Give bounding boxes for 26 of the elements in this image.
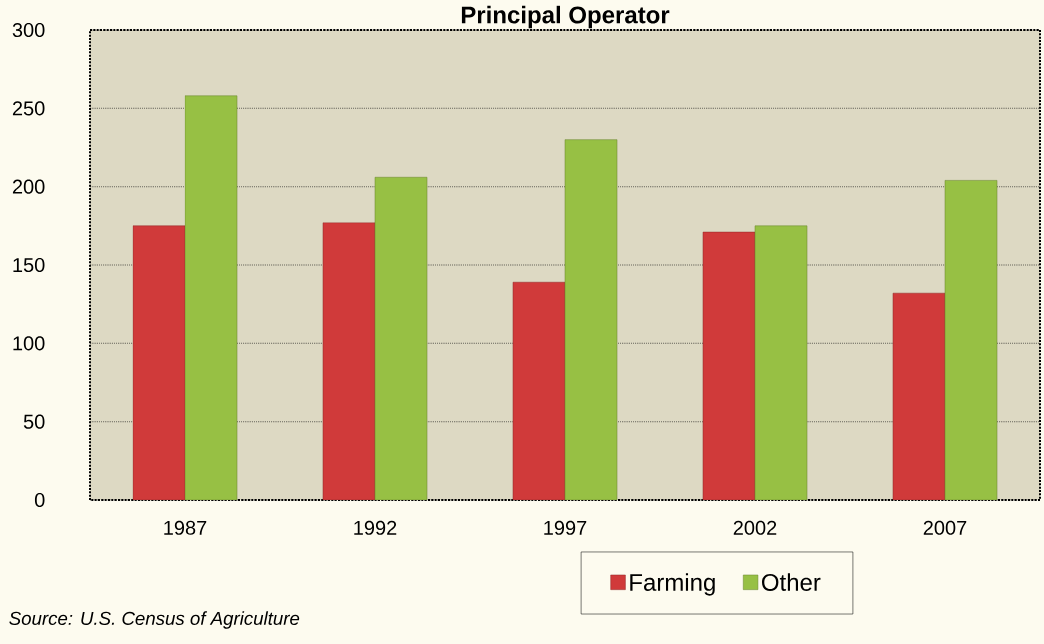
y-tick-label: 300 bbox=[12, 22, 45, 38]
y-tick-label: 0 bbox=[34, 492, 45, 508]
legend-label: Other bbox=[762, 573, 821, 591]
bar bbox=[374, 177, 428, 500]
x-tick-label: 2007 bbox=[923, 520, 967, 535]
bar bbox=[184, 95, 238, 500]
bar bbox=[322, 222, 376, 500]
bar bbox=[564, 139, 618, 500]
y-tick-label: 150 bbox=[13, 257, 45, 273]
bar bbox=[944, 180, 998, 500]
y-tick-label: 50 bbox=[23, 414, 45, 429]
y-tick-label: 200 bbox=[12, 179, 45, 194]
chart-title: Principal Operator bbox=[461, 5, 670, 29]
x-tick-label: 1987 bbox=[164, 520, 207, 535]
bar bbox=[754, 225, 808, 500]
x-tick-label: 1992 bbox=[354, 520, 397, 535]
bar bbox=[132, 225, 186, 500]
bar bbox=[892, 292, 946, 500]
x-tick-label: 1997 bbox=[544, 520, 587, 535]
text: Source: U.S. Census of Agriculture bbox=[9, 611, 300, 629]
bar bbox=[702, 231, 756, 500]
bar bbox=[512, 281, 566, 500]
legend-label: Farming bbox=[630, 573, 715, 596]
x-tick-label: 2002 bbox=[733, 520, 777, 535]
y-tick-label: 250 bbox=[12, 101, 45, 116]
y-tick-label: 100 bbox=[13, 336, 45, 351]
